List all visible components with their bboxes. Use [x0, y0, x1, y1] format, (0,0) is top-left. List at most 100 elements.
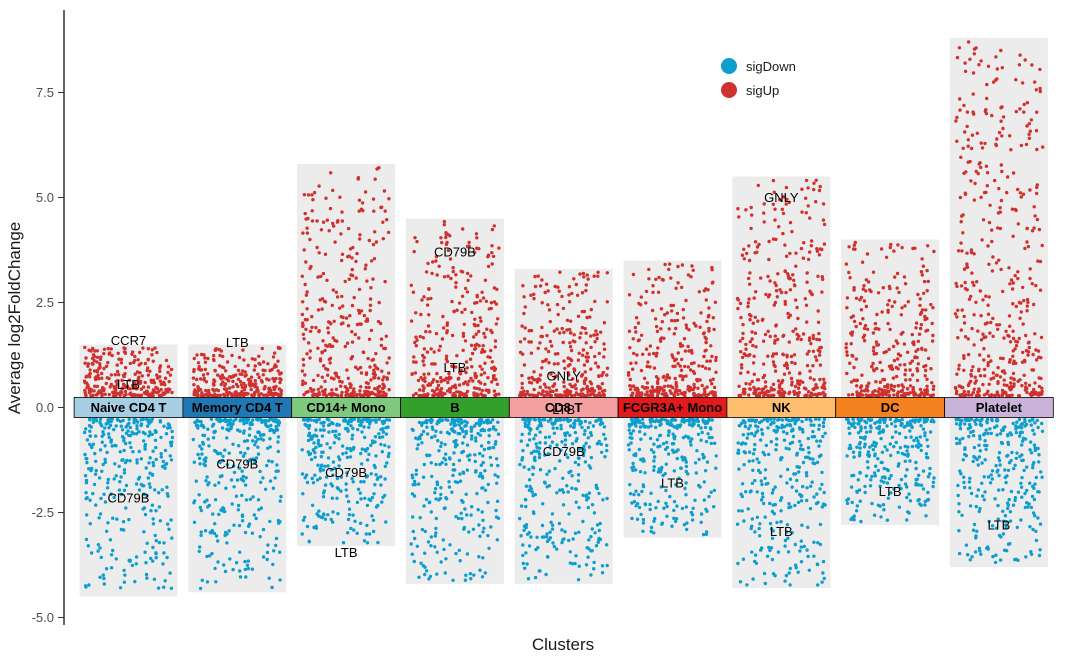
sigup-point: [422, 363, 426, 367]
sigdown-point: [649, 529, 653, 534]
sigdown-point: [424, 569, 429, 573]
sigup-point: [358, 365, 363, 370]
sigdown-point: [349, 424, 353, 428]
sigdown-point: [198, 505, 202, 510]
sigdown-point: [251, 495, 255, 499]
sigup-point: [805, 363, 810, 368]
sigdown-point: [439, 486, 443, 490]
sigup-point: [95, 355, 100, 359]
sigup-point: [278, 372, 282, 376]
sigdown-point: [1007, 461, 1012, 465]
sigdown-point: [101, 430, 105, 434]
sigup-point: [442, 219, 447, 224]
sigdown-point: [594, 419, 598, 423]
sigup-point: [696, 393, 701, 397]
sigdown-point: [238, 550, 242, 554]
sigup-point: [602, 342, 606, 346]
sigup-point: [436, 383, 441, 388]
sigdown-point: [568, 561, 572, 565]
sigdown-point: [693, 498, 697, 502]
sigdown-point: [671, 442, 676, 446]
sigdown-point: [319, 454, 324, 459]
sigup-point: [673, 376, 677, 381]
sigdown-point: [470, 505, 474, 509]
sigdown-point: [151, 522, 156, 526]
sigdown-point: [851, 423, 855, 428]
sigdown-point: [652, 459, 656, 463]
sigup-point: [584, 341, 588, 345]
sigdown-point: [522, 465, 526, 469]
sigdown-point: [564, 452, 568, 457]
sigdown-point: [430, 418, 434, 422]
sigdown-point: [697, 457, 701, 462]
sigdown-point: [529, 451, 534, 455]
sigdown-point: [197, 456, 202, 460]
sigdown-point: [126, 429, 130, 433]
sigup-point: [787, 315, 791, 320]
sigdown-point: [547, 435, 552, 439]
sigdown-point: [797, 470, 801, 474]
sigup-point: [925, 377, 929, 381]
sigdown-point: [916, 445, 920, 449]
sigdown-point: [147, 418, 151, 422]
sigup-point: [150, 353, 154, 357]
sigup-point: [102, 366, 106, 371]
sigdown-point: [447, 480, 451, 484]
sigdown-point: [703, 425, 708, 430]
sigup-point: [304, 327, 308, 331]
sigup-point: [805, 280, 809, 284]
sigup-point: [203, 356, 207, 360]
sigup-point: [919, 270, 924, 274]
sigup-point: [254, 382, 258, 386]
sigup-point: [457, 301, 462, 305]
sigdown-point: [103, 500, 108, 504]
sigup-point: [799, 246, 804, 251]
sigup-point: [476, 323, 480, 328]
sigdown-point: [332, 441, 336, 445]
sigdown-point: [822, 576, 826, 581]
sigdown-point: [1016, 425, 1021, 429]
sigup-point: [271, 393, 276, 398]
sigdown-point: [309, 437, 313, 441]
sigdown-point: [757, 526, 761, 531]
sigdown-point: [217, 481, 221, 485]
sigup-point: [698, 325, 702, 329]
sigup-point: [328, 206, 333, 211]
sigdown-point: [359, 480, 363, 484]
sigup-point: [535, 380, 540, 384]
sigdown-point: [764, 443, 768, 448]
sigdown-point: [822, 490, 826, 495]
sigdown-point: [777, 417, 781, 422]
sigup-point: [202, 353, 206, 357]
sigup-point: [788, 251, 792, 256]
sigup-point: [350, 267, 354, 272]
sigup-point: [88, 371, 92, 376]
sigup-point: [712, 393, 716, 398]
sigdown-point: [371, 529, 376, 534]
sigup-point: [462, 322, 466, 326]
sigup-point: [325, 218, 329, 222]
sigdown-point: [350, 433, 355, 437]
sigdown-point: [709, 490, 713, 494]
sigup-point: [672, 393, 676, 397]
sigdown-point: [652, 519, 656, 523]
sigup-point: [647, 352, 651, 356]
sigup-point: [706, 288, 710, 292]
sigdown-point: [142, 439, 146, 443]
sigdown-point: [337, 437, 341, 441]
sigup-point: [572, 367, 576, 371]
sigdown-point: [782, 438, 787, 442]
sigdown-point: [589, 433, 594, 437]
sigup-point: [684, 323, 688, 327]
sigup-point: [881, 286, 885, 290]
sigup-point: [302, 337, 306, 341]
sigdown-point: [814, 417, 818, 421]
sigup-point: [689, 275, 693, 279]
sigdown-point: [128, 433, 133, 438]
sigup-point: [687, 328, 691, 332]
sigdown-point: [742, 463, 746, 467]
sigdown-point: [654, 506, 658, 510]
sigdown-point: [558, 459, 562, 463]
sigdown-point: [988, 481, 993, 485]
sigdown-point: [631, 465, 636, 469]
